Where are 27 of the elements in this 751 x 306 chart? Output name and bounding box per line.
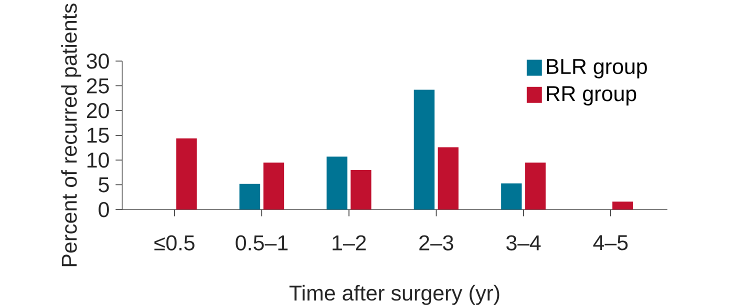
x-tick-label: 4–5 [593,235,628,250]
bar [263,162,284,210]
x-tick-label: 3–4 [506,235,541,250]
bar [414,90,435,210]
y-tick-label: 20 [86,103,109,118]
y-tick-label: 5 [98,177,109,192]
y-tick-label: 25 [86,78,109,94]
y-axis-title: Percent of recurred patients [61,4,82,266]
x-tick-label: 2–3 [419,235,454,250]
bar [326,156,348,210]
y-tick-label: 0 [98,202,109,218]
bar [612,202,633,210]
legend-label: RR group [546,86,636,106]
bar [438,147,459,210]
bar [501,183,522,210]
bar [350,170,372,210]
y-tick-label: 15 [88,128,109,143]
bar [525,162,546,210]
x-tick-label: 0.5–1 [236,235,288,250]
y-tick-label: 30 [86,54,109,69]
bar [239,184,260,210]
legend-label: BLR group [546,59,647,78]
x-tick-label: 1–2 [332,235,366,250]
bar [176,138,197,210]
x-axis-title: Time after surgery (yr) [289,284,500,305]
y-tick-label: 10 [88,152,109,168]
x-tick-label: ≤0.5 [154,235,194,250]
